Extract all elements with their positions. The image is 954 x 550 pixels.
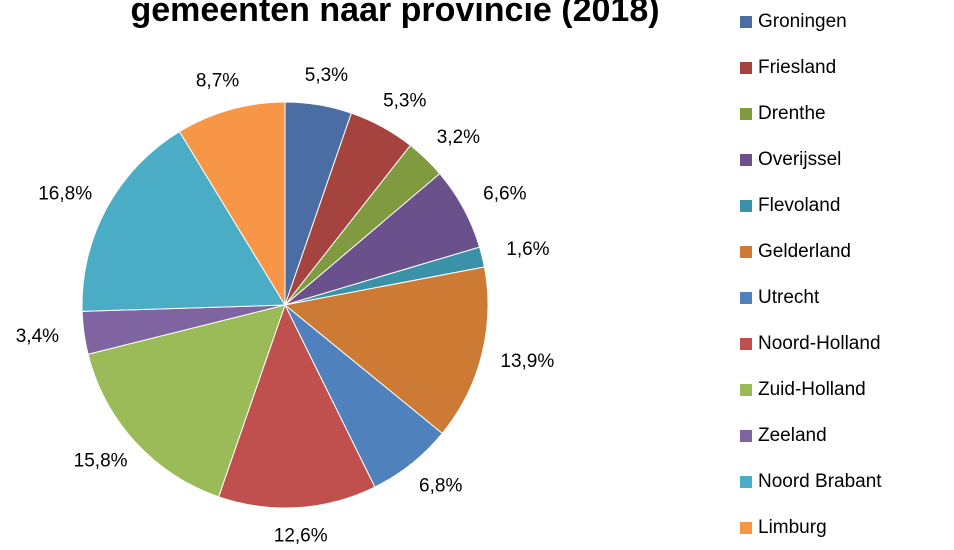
legend-swatch bbox=[740, 430, 752, 442]
chart-title: gemeenten naar provincie (2018) bbox=[130, 0, 659, 29]
data-label: 5,3% bbox=[305, 65, 348, 86]
pie-slice bbox=[178, 101, 286, 307]
legend-label: Utrecht bbox=[758, 287, 820, 308]
data-label: 5,3% bbox=[383, 90, 426, 111]
legend-label: Drenthe bbox=[758, 103, 826, 124]
data-label: 6,8% bbox=[419, 476, 462, 497]
data-label: 1,6% bbox=[506, 239, 549, 260]
legend-swatch bbox=[740, 108, 752, 120]
data-label: 16,8% bbox=[38, 184, 92, 205]
data-label: 15,8% bbox=[74, 451, 128, 472]
legend-swatch bbox=[740, 476, 752, 488]
legend-label: Zeeland bbox=[758, 425, 827, 446]
legend-swatch bbox=[740, 338, 752, 350]
legend-swatch bbox=[740, 522, 752, 534]
pie-slice bbox=[283, 266, 489, 435]
legend-swatch bbox=[740, 292, 752, 304]
legend-swatch bbox=[740, 62, 752, 74]
legend-label: Gelderland bbox=[758, 241, 851, 262]
legend-label: Groningen bbox=[758, 11, 847, 32]
legend-label: Limburg bbox=[758, 517, 827, 538]
data-label: 3,4% bbox=[16, 326, 59, 347]
legend-swatch bbox=[740, 246, 752, 258]
pie-slice bbox=[218, 303, 376, 509]
pie-slice bbox=[81, 130, 286, 312]
data-label: 12,6% bbox=[274, 526, 328, 547]
legend-label: Zuid-Holland bbox=[758, 379, 866, 400]
pie-slice bbox=[87, 304, 286, 498]
legend-swatch bbox=[740, 384, 752, 396]
legend-swatch bbox=[740, 16, 752, 28]
legend-swatch bbox=[740, 200, 752, 212]
legend-label: Overijssel bbox=[758, 149, 841, 170]
legend-label: Friesland bbox=[758, 57, 836, 78]
data-label: 8,7% bbox=[196, 71, 239, 92]
legend-swatch bbox=[740, 154, 752, 166]
data-label: 6,6% bbox=[483, 184, 526, 205]
legend-label: Flevoland bbox=[758, 195, 840, 216]
legend-label: Noord Brabant bbox=[758, 471, 882, 492]
data-label: 13,9% bbox=[500, 351, 554, 372]
legend-label: Noord-Holland bbox=[758, 333, 881, 354]
data-label: 3,2% bbox=[437, 127, 480, 148]
